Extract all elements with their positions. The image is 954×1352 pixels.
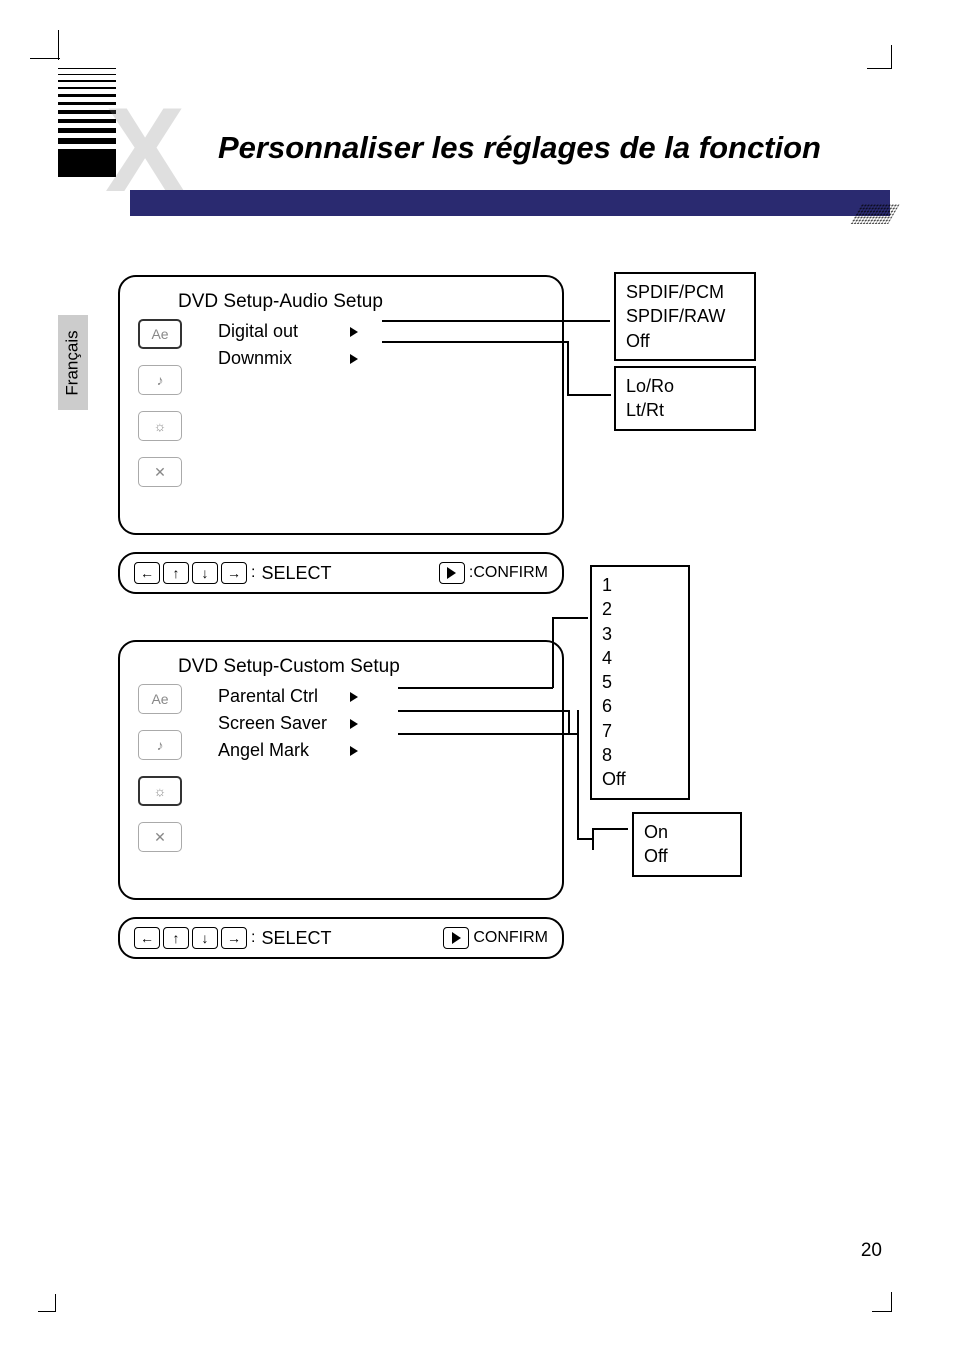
option-item[interactable]: SPDIF/PCM [626,280,744,304]
language-tab: Français [58,315,88,410]
title-underline-bar [130,190,890,216]
connector-line [567,341,569,395]
select-confirm-bar: ← ↑ ↓ → : SELECT CONFIRM [118,917,564,959]
crop-mark [891,1292,892,1312]
language-tab-label: Français [63,330,83,395]
connector-line [398,710,570,712]
crop-mark [872,1311,892,1312]
menu-label: Digital out [218,321,348,342]
option-item[interactable]: Off [626,329,744,353]
connector-line [577,838,593,840]
custom-setup-panel: DVD Setup-Custom Setup Ae ♪ ☼ ✕ Parental… [118,640,564,900]
crop-mark [55,1294,56,1312]
crop-mark [30,58,60,59]
page-title: Personnaliser les réglages de la fonctio… [218,130,821,166]
down-arrow-key[interactable]: ↓ [192,927,218,949]
audio-icon-column: Ae ♪ ☼ ✕ [138,317,198,487]
custom-icon-column: Ae ♪ ☼ ✕ [138,682,198,852]
menu-item-digital-out[interactable]: Digital out [218,321,358,342]
right-arrow-key[interactable]: → [221,927,247,949]
custom-menu-column: Parental Ctrl Screen Saver Angel Mark [218,682,358,767]
audio-setup-panel: DVD Setup-Audio Setup Ae ♪ ☼ ✕ Digital o… [118,275,564,535]
menu-label: Screen Saver [218,713,348,734]
crop-mark [867,68,892,69]
connector-line [398,687,553,689]
arrow-right-icon [350,746,358,756]
option-item[interactable]: 5 [602,670,678,694]
play-confirm-key[interactable] [439,562,465,584]
connector-line [382,341,568,343]
custom-panel-title: DVD Setup-Custom Setup [178,656,544,678]
option-item[interactable]: 3 [602,622,678,646]
menu-item-parental[interactable]: Parental Ctrl [218,686,358,707]
arrow-right-icon [350,719,358,729]
downmix-options-box: Lo/Ro Lt/Rt [614,366,756,431]
x-box-icon[interactable]: ✕ [138,822,182,852]
parental-options-box: 1 2 3 4 5 6 7 8 Off [590,565,690,800]
speaker-icon[interactable]: ☼ [138,411,182,441]
menu-item-angelmark[interactable]: Angel Mark [218,740,358,761]
option-item[interactable]: 7 [602,719,678,743]
menu-label: Parental Ctrl [218,686,348,707]
x-box-icon[interactable]: ✕ [138,457,182,487]
crop-mark [58,30,59,60]
colon-separator: : [251,929,255,947]
audio-panel-title: DVD Setup-Audio Setup [178,291,544,313]
down-arrow-key[interactable]: ↓ [192,562,218,584]
ae-icon[interactable]: Ae [138,684,182,714]
colon-separator: : [251,564,255,582]
option-item[interactable]: 1 [602,573,678,597]
connector-line [567,394,611,396]
right-arrow-key[interactable]: → [221,562,247,584]
option-item[interactable]: 4 [602,646,678,670]
connector-line [577,710,579,838]
select-confirm-bar: ← ↑ ↓ → : SELECT :CONFIRM [118,552,564,594]
option-item[interactable]: 2 [602,597,678,621]
dots-decoration [856,204,894,224]
connector-line [592,828,628,830]
page-number: 20 [861,1240,882,1262]
menu-item-downmix[interactable]: Downmix [218,348,358,369]
confirm-label: :CONFIRM [469,564,548,582]
select-label: SELECT [261,928,331,949]
option-item[interactable]: SPDIF/RAW [626,304,744,328]
confirm-label: CONFIRM [473,929,548,947]
menu-label: Angel Mark [218,740,348,761]
left-arrow-key[interactable]: ← [134,562,160,584]
up-arrow-key[interactable]: ↑ [163,927,189,949]
option-item[interactable]: Off [644,844,730,868]
connector-line [382,320,610,322]
option-item[interactable]: On [644,820,730,844]
arrow-keys-group: ← ↑ ↓ → [134,562,247,584]
music-icon[interactable]: ♪ [138,365,182,395]
arrow-right-icon [350,692,358,702]
connector-line [592,828,594,850]
music-icon[interactable]: ♪ [138,730,182,760]
crop-mark [891,45,892,68]
connector-line [552,617,588,619]
left-arrow-key[interactable]: ← [134,927,160,949]
arrow-right-icon [350,354,358,364]
ae-icon[interactable]: Ae [138,319,182,349]
arrow-keys-group: ← ↑ ↓ → [134,927,247,949]
connector-line [568,710,570,733]
audio-menu-column: Digital out Downmix [218,317,358,375]
option-item[interactable]: 8 [602,743,678,767]
speaker-icon[interactable]: ☼ [138,776,182,806]
crop-mark [38,1311,56,1312]
menu-label: Downmix [218,348,348,369]
up-arrow-key[interactable]: ↑ [163,562,189,584]
connector-line [552,617,554,688]
connector-line [398,733,578,735]
play-confirm-key[interactable] [443,927,469,949]
option-item[interactable]: 6 [602,694,678,718]
arrow-right-icon [350,327,358,337]
option-item[interactable]: Lt/Rt [626,398,744,422]
option-item[interactable]: Off [602,767,678,791]
onoff-options-box: On Off [632,812,742,877]
select-label: SELECT [261,563,331,584]
option-item[interactable]: Lo/Ro [626,374,744,398]
spdif-options-box: SPDIF/PCM SPDIF/RAW Off [614,272,756,361]
menu-item-screensaver[interactable]: Screen Saver [218,713,358,734]
